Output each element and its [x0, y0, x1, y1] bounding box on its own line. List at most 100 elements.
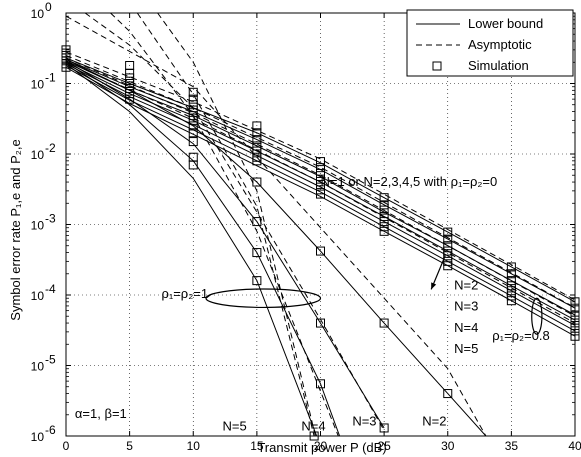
simulation-point	[316, 379, 325, 389]
simulation-point	[316, 246, 325, 256]
x-tick-label: 40	[568, 439, 581, 453]
simulation-point	[188, 115, 198, 125]
simulation-point	[188, 105, 198, 115]
legend-marker-square	[432, 61, 442, 71]
simulation-point	[125, 79, 135, 88]
simulation-point	[443, 246, 453, 256]
simulation-point	[188, 137, 198, 147]
simulation-point	[379, 222, 389, 232]
simulation-point	[125, 73, 135, 83]
simulation-point	[252, 276, 262, 286]
y-tick-label: 10	[31, 360, 45, 374]
x-tick-label: 15	[250, 439, 264, 453]
annotation-5: N=4	[454, 320, 478, 335]
y-tick-label: 10	[31, 78, 45, 92]
asymptotic-line-14	[66, 60, 575, 324]
y-tick-exponent: -4	[45, 282, 56, 296]
simulation-point	[188, 94, 198, 104]
annotation-10: N=2	[422, 414, 446, 429]
simulation-point	[316, 168, 325, 178]
axis-ticks: 0 5 10 15 20 25 30 35 4010-610-510-410-310-210-1…	[31, 0, 581, 453]
y-axis-label: Symbol error rate P₁,e and P₂,e	[8, 139, 23, 320]
annotation-4: N=3	[454, 299, 478, 314]
simulation-point	[125, 89, 135, 99]
legend-label-simulation: Simulation	[468, 58, 529, 73]
simulation-point	[379, 217, 389, 227]
y-tick-label: 10	[31, 7, 45, 21]
x-axis-label: Transmit power P (dB)	[257, 440, 386, 455]
asymptotic-line-15	[66, 15, 487, 436]
simulation-point	[125, 83, 135, 93]
simulation-point	[506, 286, 516, 296]
annotation-3: N=2	[454, 277, 478, 292]
x-tick-label: 25	[377, 439, 391, 453]
simulation-point	[252, 141, 262, 151]
lower-bound-line-8	[66, 60, 385, 429]
simulation-point	[443, 227, 453, 237]
asymptotic-line-19	[157, 13, 316, 436]
simulation-point	[252, 128, 262, 138]
annotation-0: N=1 or N=2,3,4,5 with ρ₁=ρ₂=0	[321, 174, 498, 189]
rho-leader-line	[205, 293, 212, 299]
x-tick-label: 35	[505, 439, 519, 453]
simulation-point	[188, 121, 198, 131]
asymptotic-line-11	[66, 51, 575, 301]
simulation-point	[506, 281, 516, 291]
y-tick-label: 10	[31, 219, 45, 233]
simulation-point	[252, 248, 262, 258]
simulation-point	[252, 177, 262, 187]
y-tick-exponent: 0	[45, 0, 52, 14]
simulation-point	[188, 100, 198, 110]
simulation-point	[188, 87, 198, 97]
simulation-point	[379, 226, 389, 236]
simulation-point	[316, 189, 325, 199]
simulation-point	[443, 251, 453, 261]
lower-bound-line-0	[66, 57, 575, 303]
asymptotic-line-18	[136, 13, 315, 436]
simulation-point	[125, 68, 135, 78]
asymptotic-line-12	[66, 54, 575, 309]
series-lines	[66, 13, 575, 436]
simulation-point	[443, 241, 453, 251]
simulation-point	[188, 128, 198, 138]
annotation-1: ρ₁=ρ₂=1	[161, 286, 208, 301]
annotation-9: N=3	[352, 414, 376, 429]
simulation-point	[379, 205, 389, 215]
lower-bound-line-10	[66, 63, 318, 436]
simulation-point	[443, 234, 453, 244]
rho-ellipse-0	[205, 288, 322, 309]
y-tick-exponent: -6	[45, 423, 56, 437]
annotation-shapes	[205, 255, 543, 335]
x-tick-label: 10	[187, 439, 201, 453]
asymptotic-line-17	[110, 13, 339, 436]
simulation-point	[125, 94, 135, 104]
simulation-point	[316, 179, 325, 189]
simulation-point	[506, 262, 516, 272]
simulation-point	[379, 211, 389, 221]
lower-bound-line-4	[66, 63, 575, 326]
rho-ellipse-1	[531, 297, 543, 335]
simulation-point	[252, 135, 262, 145]
x-tick-label: 20	[314, 439, 328, 453]
annotations: N=1 or N=2,3,4,5 with ρ₁=ρ₂=0 ρ₁=ρ₂=1 ρ₁=ρ…	[75, 174, 550, 433]
simulation-point	[252, 146, 262, 156]
simulation-point	[188, 160, 198, 170]
simulation-point	[252, 156, 262, 166]
y-tick-label: 10	[31, 430, 45, 444]
simulation-point	[252, 217, 262, 227]
lower-bound-line-5	[66, 65, 575, 332]
simulation-point	[379, 200, 389, 210]
simulation-point	[316, 318, 325, 328]
y-tick-exponent: -3	[45, 212, 56, 226]
y-tick-exponent: -5	[45, 353, 56, 367]
simulation-point	[379, 193, 389, 203]
y-tick-label: 10	[31, 148, 45, 162]
n-arrow-head	[431, 282, 437, 290]
x-tick-label: 5	[126, 439, 133, 453]
legend-label-asymptotic: Asymptotic	[468, 37, 532, 52]
simulation-point	[316, 163, 325, 173]
lower-bound-line-7	[66, 58, 487, 436]
annotation-11: α=1, β=1	[75, 406, 127, 421]
asymptotic-line-16	[84, 13, 385, 431]
simulation-point	[252, 121, 262, 131]
